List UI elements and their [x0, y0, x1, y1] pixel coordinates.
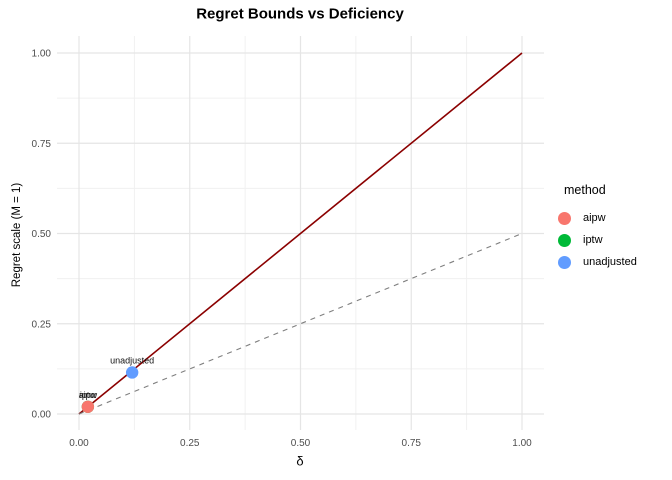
point-label-unadjusted: unadjusted: [110, 355, 154, 365]
legend-label-unadjusted: unadjusted: [583, 256, 637, 268]
y-tick-label: 0.50: [32, 229, 52, 240]
legend-item-unadjusted: unadjusted: [558, 251, 668, 273]
y-tick-label: 0.25: [32, 319, 52, 330]
legend-label-aipw: aipw: [583, 212, 606, 224]
x-axis-title: δ: [296, 453, 304, 469]
legend: method aipw iptw unadjusted: [556, 183, 668, 273]
x-tick-label: 0.00: [69, 438, 89, 449]
point-aipw: [81, 400, 95, 413]
legend-swatch-aipw: [558, 211, 571, 225]
x-tick-label: 0.75: [402, 438, 422, 449]
point-label-iptw: iptw: [80, 390, 97, 400]
legend-swatch-iptw: [558, 233, 571, 247]
legend-swatch-unadjusted: [558, 255, 571, 269]
bound-line-slope-1: [78, 52, 523, 415]
point-label-aipw: aipw: [79, 390, 98, 400]
legend-item-aipw: aipw: [558, 207, 668, 229]
x-tick-label: 1.00: [512, 438, 532, 449]
y-tick-label: 1.00: [32, 49, 52, 60]
legend-title: method: [564, 183, 606, 197]
y-tick-label: 0.00: [32, 410, 52, 421]
point-unadjusted: [125, 366, 139, 379]
legend-label-iptw: iptw: [583, 234, 603, 246]
x-tick-label: 0.25: [180, 438, 200, 449]
legend-item-iptw: iptw: [558, 229, 668, 251]
legend-items: aipw iptw unadjusted: [556, 207, 668, 273]
y-tick-label: 0.75: [32, 139, 52, 150]
x-tick-label: 0.50: [291, 438, 311, 449]
chart-title: Regret Bounds vs Deficiency: [196, 5, 404, 23]
